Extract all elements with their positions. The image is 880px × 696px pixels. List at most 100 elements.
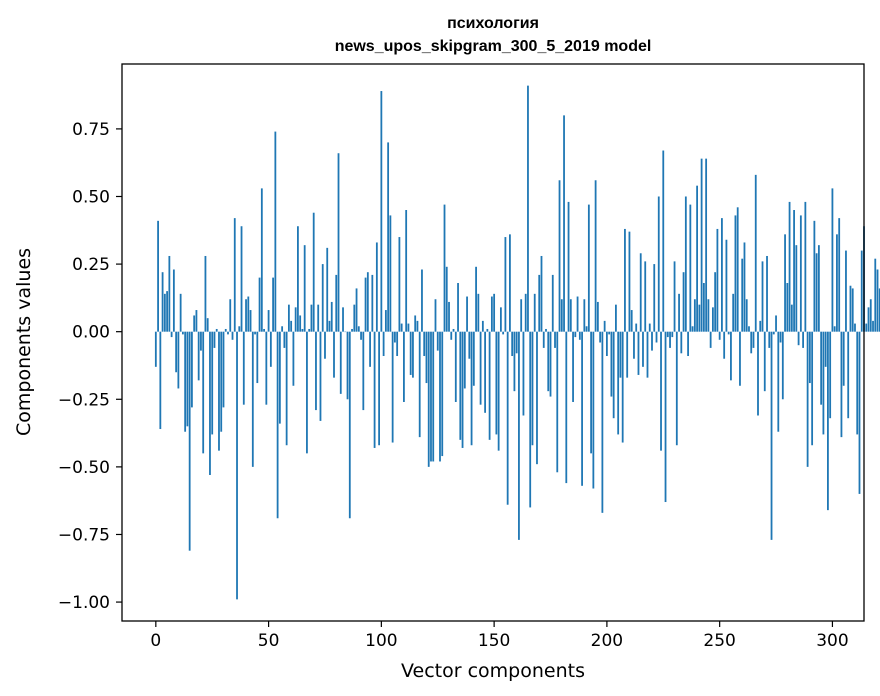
bar-261	[743, 242, 746, 332]
bar-307	[847, 331, 850, 419]
bar-14	[186, 331, 189, 427]
bar-80	[335, 274, 338, 332]
bar-200	[605, 331, 608, 357]
bar-137	[463, 331, 466, 389]
y-axis-label: Components values	[13, 248, 35, 436]
bar-179	[558, 180, 561, 332]
bar-173	[545, 328, 547, 332]
bar-79	[333, 331, 335, 378]
bar-226	[664, 331, 667, 503]
bar-164	[524, 293, 527, 332]
bar-190	[583, 299, 586, 332]
bar-56	[281, 326, 284, 332]
bar-127	[441, 331, 444, 457]
bar-83	[342, 307, 344, 332]
bar-309	[851, 288, 854, 332]
bar-219	[648, 323, 651, 332]
bar-182	[565, 331, 568, 484]
bar-205	[617, 331, 620, 435]
bar-319	[874, 258, 877, 332]
bar-73	[319, 331, 322, 421]
bar-26	[213, 331, 216, 348]
bar-133	[454, 331, 457, 402]
bar-125	[436, 331, 439, 351]
bar-215	[639, 253, 642, 332]
y-tick-label: 0.00	[72, 323, 110, 343]
bar-231	[675, 331, 678, 446]
bar-177	[554, 331, 556, 348]
bar-117	[418, 331, 421, 438]
bar-276	[777, 331, 780, 432]
bar-114	[412, 331, 414, 378]
bar-16	[191, 331, 193, 408]
bar-275	[775, 315, 777, 332]
bar-171	[540, 255, 543, 332]
bar-44	[254, 331, 256, 335]
bar-75	[324, 331, 326, 359]
bar-29	[220, 331, 223, 432]
bar-8	[172, 269, 175, 332]
bar-251	[721, 218, 723, 332]
bar-124	[434, 299, 437, 332]
bar-296	[822, 331, 825, 435]
bar-59	[287, 304, 290, 332]
x-tick-label: 150	[478, 631, 510, 651]
bar-245	[707, 299, 710, 332]
bar-199	[603, 320, 606, 332]
bar-102	[384, 310, 387, 332]
bar-292	[813, 220, 816, 332]
bar-30	[222, 331, 225, 408]
bar-228	[669, 331, 671, 348]
bar-57	[283, 331, 286, 348]
bar-27	[215, 328, 218, 332]
bar-69	[310, 304, 313, 332]
bar-25	[211, 331, 214, 435]
x-tick-label: 200	[591, 631, 623, 651]
bar-207	[621, 331, 624, 443]
bar-160	[515, 331, 518, 354]
bar-143	[477, 293, 480, 332]
bar-17	[193, 315, 196, 332]
bar-70	[312, 212, 315, 332]
bar-297	[824, 331, 827, 367]
bar-86	[348, 331, 351, 519]
bar-174	[547, 331, 550, 392]
bar-239	[693, 299, 696, 332]
bar-194	[592, 331, 595, 489]
bar-266	[754, 174, 757, 332]
bar-76	[326, 247, 329, 332]
bar-317	[869, 299, 872, 332]
bar-166	[529, 331, 532, 508]
bar-107	[396, 331, 399, 357]
bar-12	[181, 331, 184, 335]
bar-147	[486, 328, 489, 332]
bar-134	[457, 283, 459, 332]
y-tick-label: −0.75	[58, 525, 110, 545]
bar-299	[829, 331, 832, 419]
bar-65	[301, 328, 304, 332]
bar-163	[522, 331, 525, 416]
bar-181	[563, 115, 565, 332]
bar-100	[380, 91, 383, 332]
bar-293	[815, 253, 818, 332]
bar-20	[200, 331, 202, 351]
bar-13	[184, 331, 187, 432]
bar-303	[838, 218, 841, 332]
bar-146	[484, 331, 486, 413]
bar-139	[468, 331, 471, 359]
bar-158	[511, 331, 514, 357]
bar-252	[723, 331, 726, 359]
bar-98	[375, 242, 378, 332]
bar-103	[387, 142, 390, 332]
bar-5	[166, 291, 168, 332]
bar-229	[671, 331, 674, 338]
y-tick-label: −0.25	[58, 390, 110, 410]
bar-7	[170, 331, 173, 338]
bar-87	[351, 328, 353, 332]
bar-240	[696, 185, 698, 332]
bar-46	[258, 277, 261, 332]
bar-256	[732, 293, 735, 332]
bar-268	[759, 320, 762, 332]
bar-211	[630, 310, 633, 332]
bar-113	[409, 331, 412, 375]
